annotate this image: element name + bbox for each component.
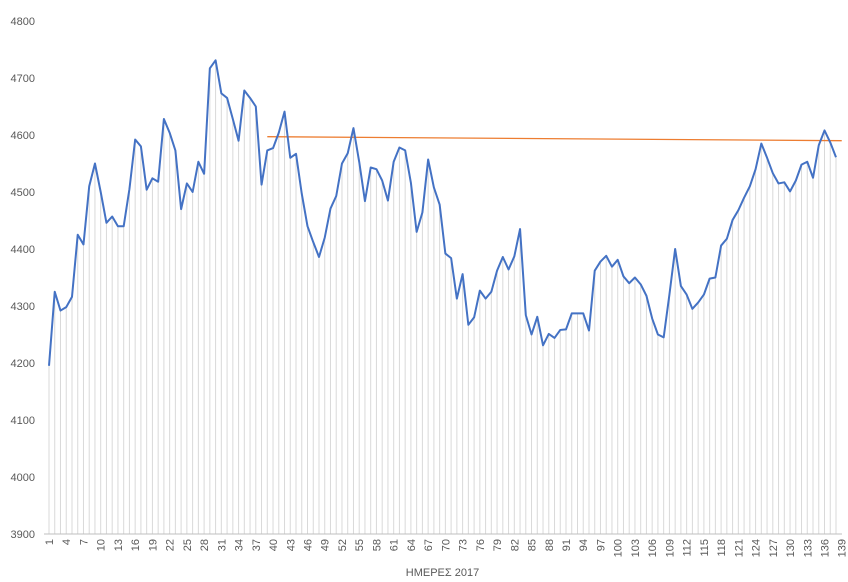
x-tick-label: 85	[527, 539, 539, 551]
x-tick-label: 94	[578, 539, 590, 551]
x-tick-label: 7	[78, 539, 90, 545]
trend-line	[267, 136, 842, 142]
x-tick-label: 106	[647, 539, 659, 557]
x-axis-title: ΗΜΕΡΕΣ 2017	[406, 567, 479, 579]
x-tick-label: 121	[733, 539, 745, 557]
y-axis: 3900 4000 4100 4200 4300 4400 4500 4600 4700 4800	[11, 16, 35, 541]
x-tick-label: 82	[509, 539, 521, 551]
x-tick-label: 118	[716, 539, 728, 557]
x-tick-label: 64	[406, 539, 418, 551]
x-tick-label: 58	[371, 539, 383, 551]
y-tick-label: 4200	[11, 358, 35, 370]
x-tick-label: 37	[251, 539, 263, 551]
x-tick-label: 43	[285, 539, 297, 551]
x-tick-label: 1	[44, 539, 56, 545]
y-tick-label: 4500	[11, 187, 35, 199]
x-tick-label: 103	[630, 539, 642, 557]
y-tick-label: 4400	[11, 244, 35, 256]
x-tick-label: 124	[751, 539, 763, 557]
x-tick-label: 10	[96, 539, 108, 551]
x-tick-label: 127	[768, 539, 780, 557]
drop-lines	[48, 60, 837, 534]
x-tick-label: 112	[682, 539, 694, 557]
x-tick-label: 97	[595, 539, 607, 551]
x-axis: 1 4 7 10 13 16 19 22 25 28 31 34 37 40 43 46 49 52 55 58 61 6…	[44, 533, 848, 557]
x-tick-label: 109	[664, 539, 676, 557]
x-tick-label: 61	[389, 539, 401, 551]
y-tick-label: 4300	[11, 301, 35, 313]
x-tick-label: 136	[820, 539, 832, 557]
x-tick-label: 100	[613, 539, 625, 557]
x-tick-label: 13	[113, 539, 125, 551]
x-tick-label: 67	[423, 539, 435, 551]
y-tick-label: 4100	[11, 415, 35, 427]
x-tick-label: 133	[802, 539, 814, 557]
x-tick-label: 34	[234, 539, 246, 551]
x-tick-label: 46	[303, 539, 315, 551]
x-tick-label: 70	[440, 539, 452, 551]
series-line	[48, 59, 837, 366]
x-tick-label: 52	[337, 539, 349, 551]
x-tick-label: 115	[699, 539, 711, 557]
x-tick-label: 91	[561, 539, 573, 551]
x-tick-label: 55	[354, 539, 366, 551]
x-tick-label: 88	[544, 539, 556, 551]
x-tick-label: 130	[785, 539, 797, 557]
x-tick-label: 22	[165, 539, 177, 551]
y-tick-label: 4000	[11, 472, 35, 484]
x-tick-label: 49	[320, 539, 332, 551]
x-tick-label: 19	[147, 539, 159, 551]
x-tick-label: 31	[216, 539, 228, 551]
y-tick-label: 3900	[11, 529, 35, 541]
x-tick-label: 16	[130, 539, 142, 551]
y-tick-label: 4800	[11, 16, 35, 28]
x-tick-label: 73	[458, 539, 470, 551]
x-tick-label: 25	[182, 539, 194, 551]
x-tick-label: 139	[837, 539, 848, 557]
y-tick-label: 4600	[11, 130, 35, 142]
x-tick-label: 4	[61, 539, 73, 545]
x-tick-label: 40	[268, 539, 280, 551]
x-tick-label: 76	[475, 539, 487, 551]
x-tick-label: 79	[492, 539, 504, 551]
y-tick-label: 4700	[11, 73, 35, 85]
x-tick-label: 28	[199, 539, 211, 551]
